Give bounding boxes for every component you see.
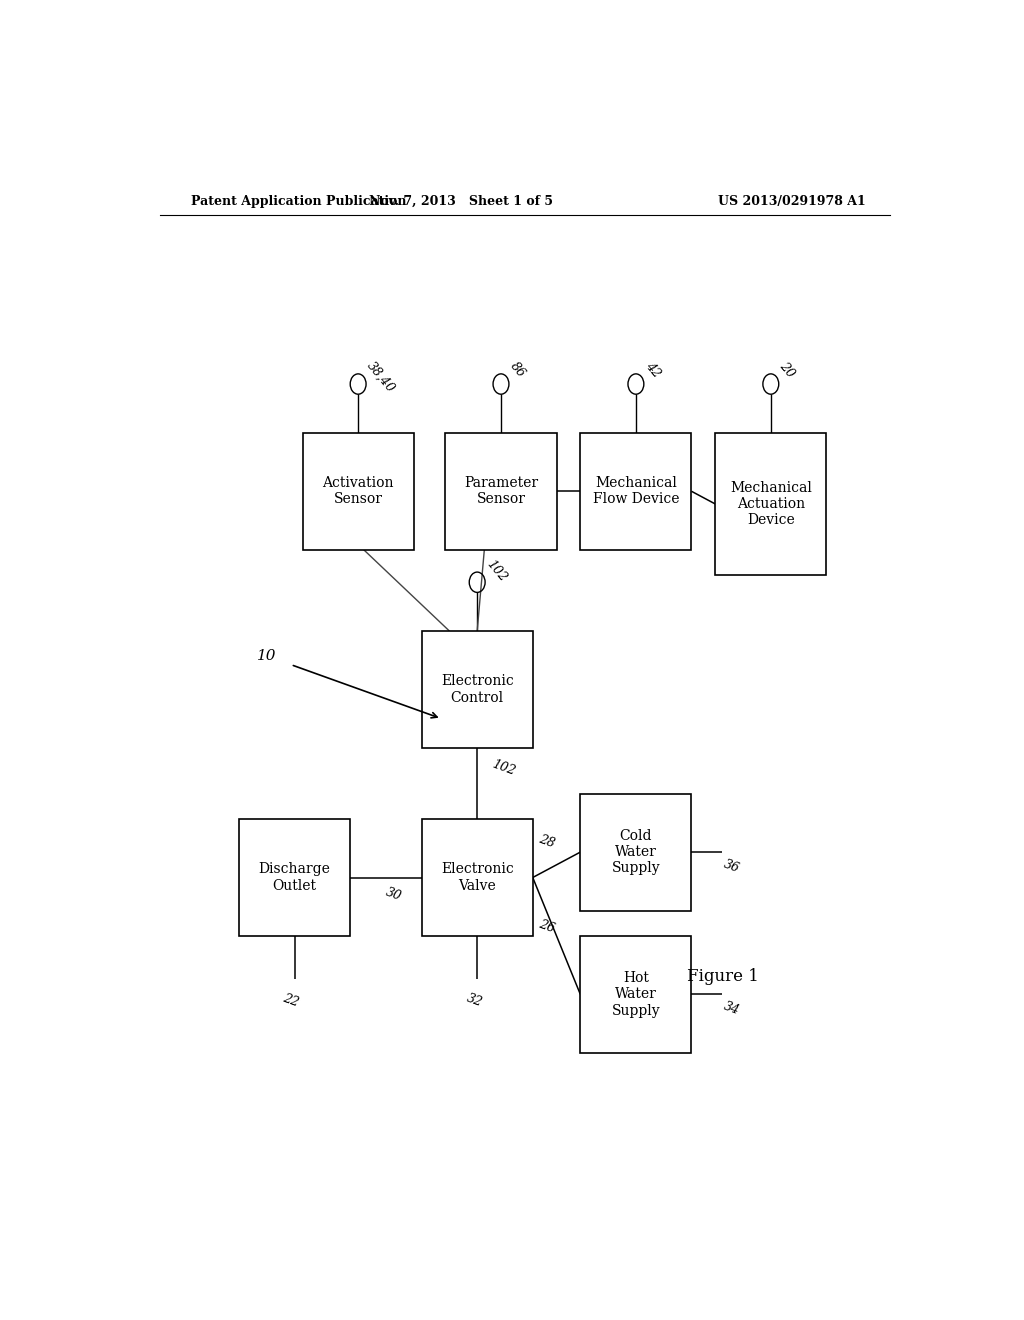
Bar <box>581 793 691 911</box>
Text: Electronic
Control: Electronic Control <box>440 675 514 705</box>
Text: Discharge
Outlet: Discharge Outlet <box>259 862 331 892</box>
Text: 86: 86 <box>507 359 527 380</box>
Bar <box>303 433 414 549</box>
Bar <box>715 433 826 576</box>
Text: Parameter
Sensor: Parameter Sensor <box>464 477 538 507</box>
Text: 22: 22 <box>281 991 300 1010</box>
Bar <box>422 818 532 936</box>
Text: 26: 26 <box>537 917 556 935</box>
Text: 20: 20 <box>777 359 798 380</box>
Text: 10: 10 <box>257 649 276 664</box>
Text: 30: 30 <box>384 886 403 903</box>
Text: Mechanical
Flow Device: Mechanical Flow Device <box>593 477 679 507</box>
Text: 28: 28 <box>537 833 556 851</box>
Bar <box>445 433 557 549</box>
Text: Nov. 7, 2013   Sheet 1 of 5: Nov. 7, 2013 Sheet 1 of 5 <box>370 194 553 207</box>
Text: Figure 1: Figure 1 <box>687 968 759 985</box>
Text: 32: 32 <box>465 991 484 1010</box>
Bar <box>240 818 350 936</box>
Text: Patent Application Publication: Patent Application Publication <box>191 194 407 207</box>
Text: Electronic
Valve: Electronic Valve <box>440 862 514 892</box>
Text: Activation
Sensor: Activation Sensor <box>323 477 394 507</box>
Text: 102: 102 <box>489 758 517 779</box>
Text: 38,40: 38,40 <box>365 359 397 396</box>
Text: 42: 42 <box>642 359 663 380</box>
Bar <box>422 631 532 748</box>
Text: Mechanical
Actuation
Device: Mechanical Actuation Device <box>730 480 812 527</box>
Bar <box>581 433 691 549</box>
Text: 34: 34 <box>722 999 741 1018</box>
Text: US 2013/0291978 A1: US 2013/0291978 A1 <box>718 194 866 207</box>
Text: Hot
Water
Supply: Hot Water Supply <box>611 972 660 1018</box>
Text: Cold
Water
Supply: Cold Water Supply <box>611 829 660 875</box>
Bar <box>581 936 691 1053</box>
Text: 36: 36 <box>722 857 741 875</box>
Text: 102: 102 <box>483 557 509 585</box>
